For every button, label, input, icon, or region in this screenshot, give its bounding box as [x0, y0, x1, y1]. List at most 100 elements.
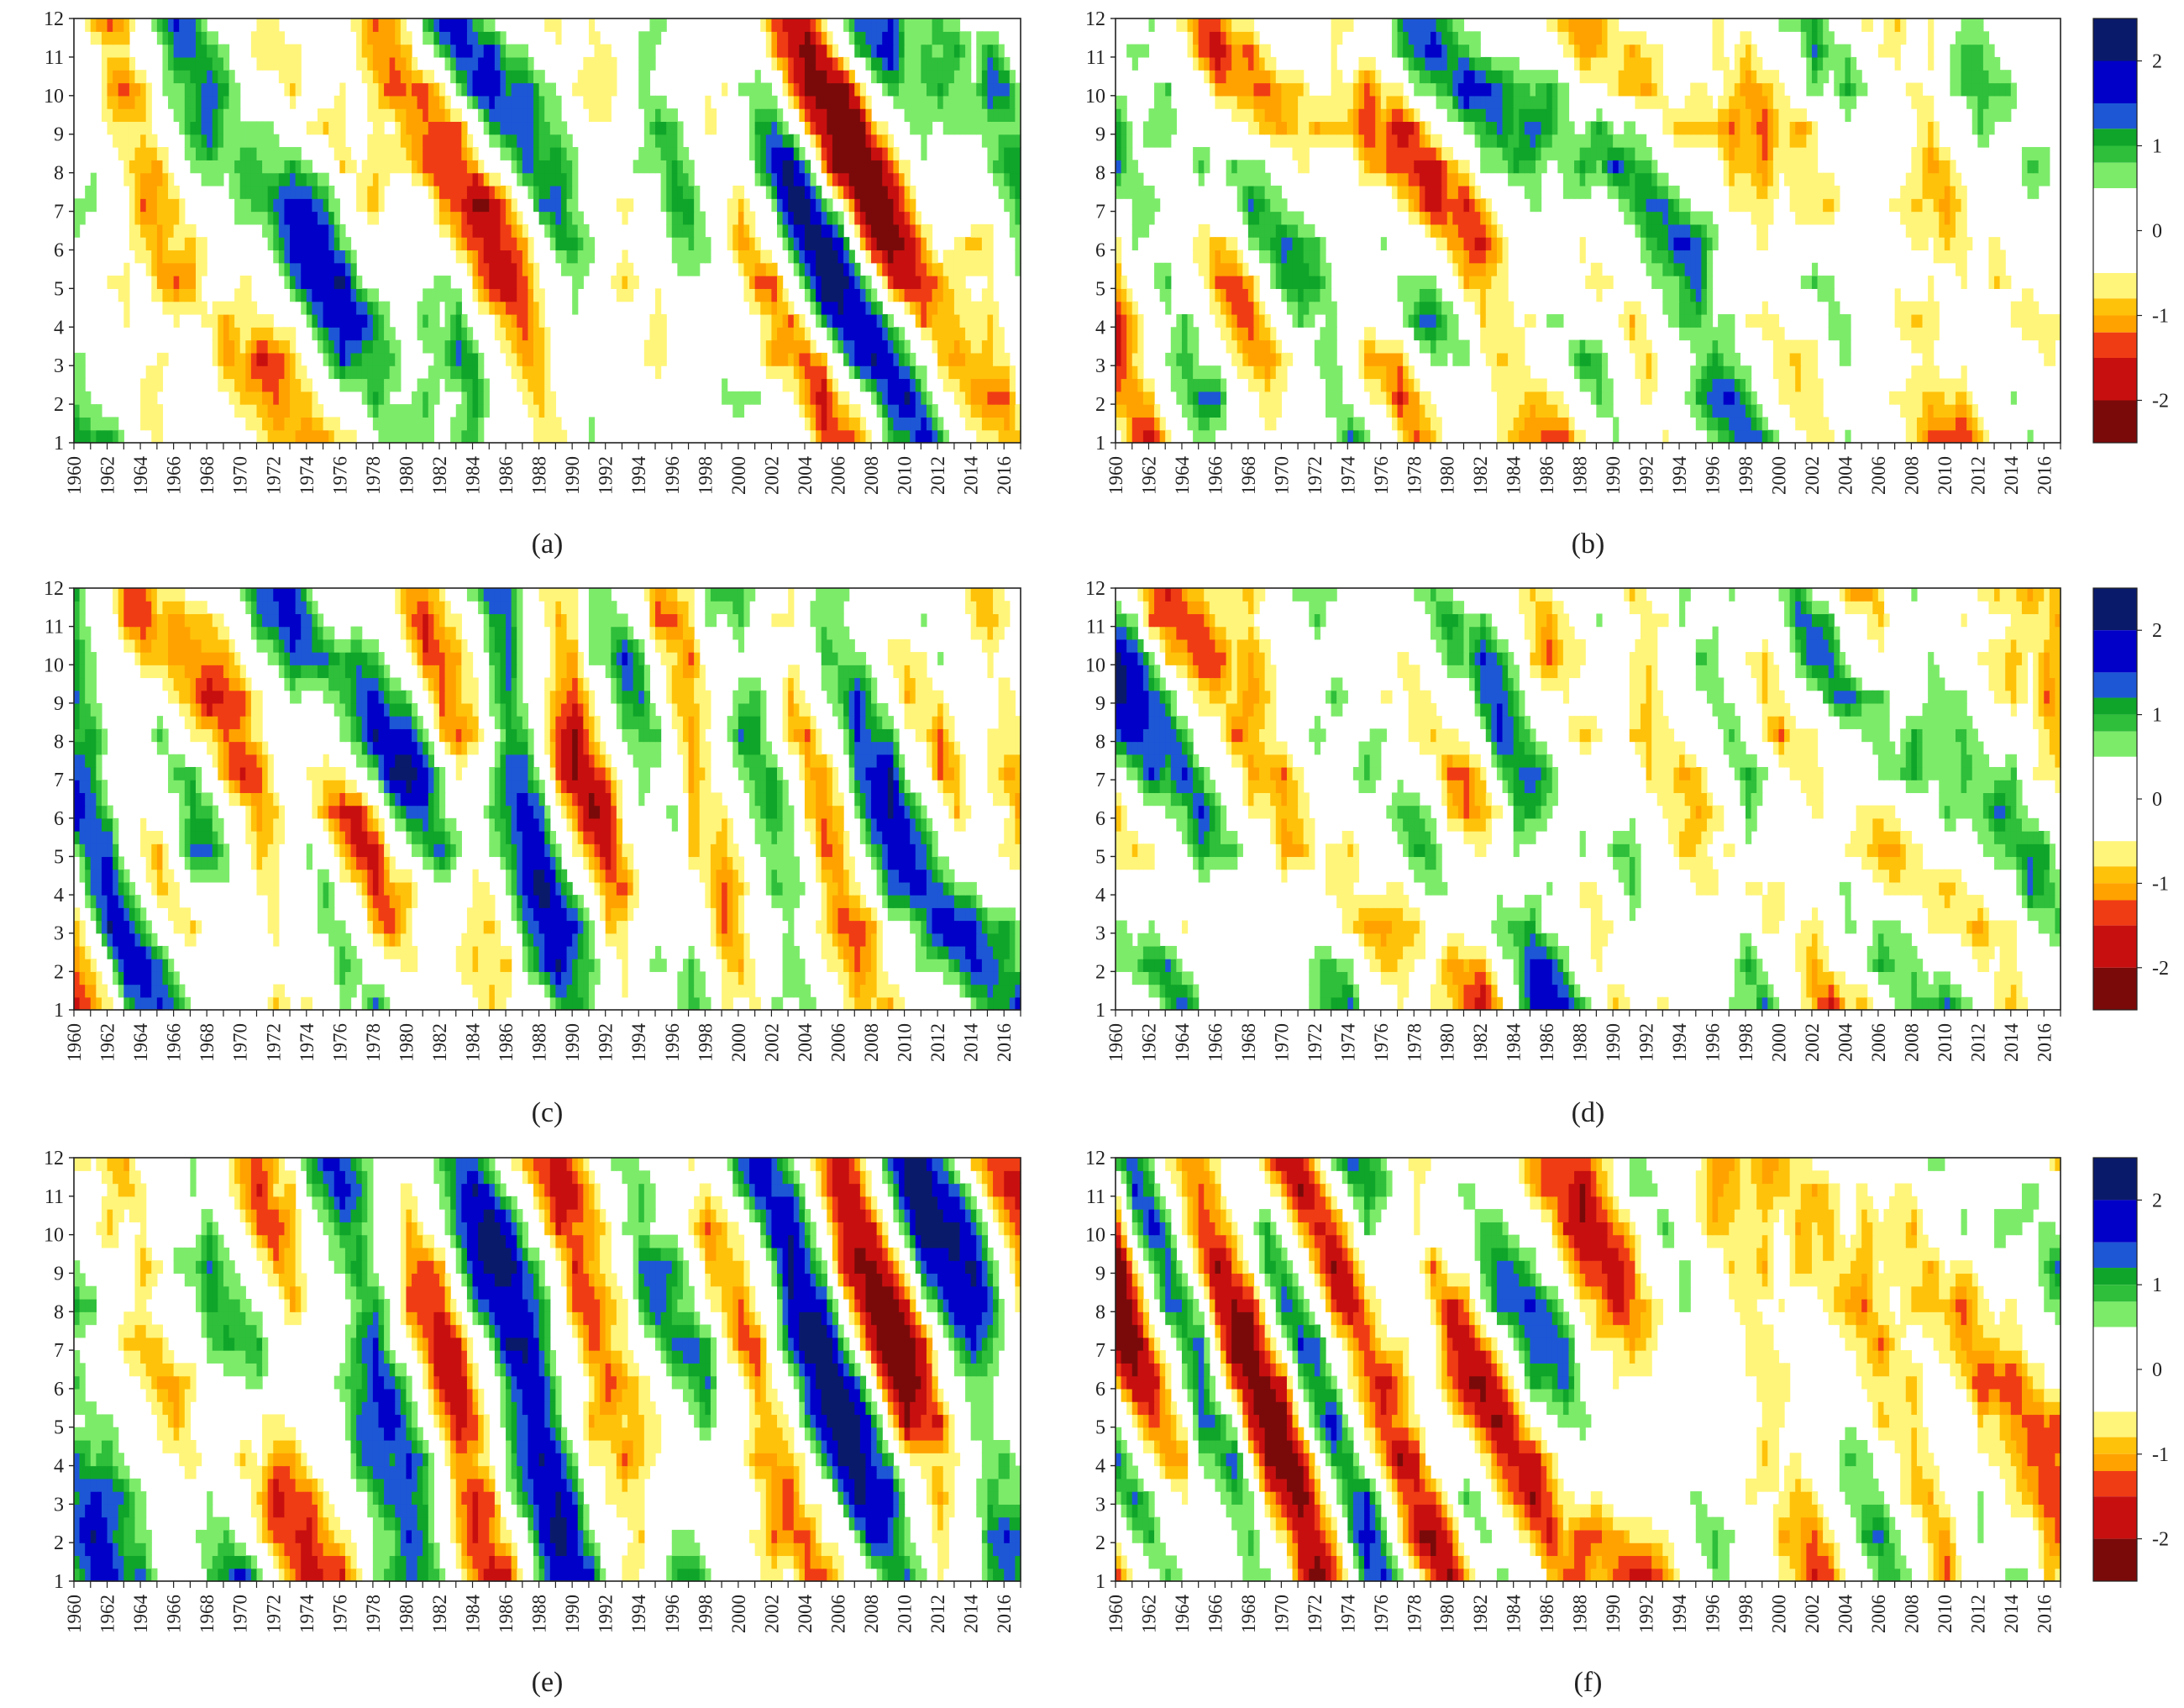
- heatmap-cell: [1226, 172, 1232, 187]
- heatmap-cell: [993, 147, 1000, 160]
- heatmap-cell: [1568, 352, 1575, 366]
- heatmap-cell: [937, 365, 944, 380]
- heatmap-cell: [1641, 313, 1647, 328]
- heatmap-cell: [926, 95, 933, 109]
- heatmap-cell: [1259, 391, 1266, 405]
- heatmap-cell: [1508, 352, 1515, 366]
- heatmap-cell: [854, 185, 861, 199]
- heatmap-cell: [1922, 160, 1929, 174]
- heatmap-cell: [854, 108, 861, 123]
- heatmap-cell: [323, 276, 329, 289]
- heatmap-cell: [649, 56, 656, 71]
- heatmap-cell: [837, 134, 844, 148]
- heatmap-cell: [1403, 160, 1410, 174]
- heatmap-cell: [378, 391, 385, 405]
- heatmap-cell: [942, 18, 949, 32]
- heatmap-cell: [1009, 185, 1016, 199]
- heatmap-cell: [1247, 172, 1255, 187]
- heatmap-cell: [438, 185, 446, 199]
- heatmap-cell: [1706, 262, 1714, 276]
- heatmap-cell: [921, 223, 927, 238]
- heatmap-cell: [1629, 172, 1636, 187]
- heatmap-cell: [1701, 391, 1708, 405]
- heatmap-cell: [1690, 378, 1697, 392]
- heatmap-cell: [1436, 313, 1442, 328]
- heatmap-cell: [1690, 301, 1697, 315]
- heatmap-cell: [832, 223, 839, 238]
- heatmap-cell: [438, 327, 446, 341]
- heatmap-cell: [433, 391, 440, 405]
- heatmap-cell: [395, 134, 402, 148]
- heatmap-cell: [511, 70, 517, 84]
- heatmap-cell: [993, 391, 1000, 405]
- heatmap-cell: [1425, 147, 1431, 160]
- heatmap-cell: [173, 31, 180, 45]
- heatmap-cell: [212, 108, 218, 123]
- heatmap-cell: [655, 301, 662, 315]
- heatmap-cell: [953, 18, 961, 32]
- heatmap-cell: [843, 352, 850, 366]
- heatmap-cell: [356, 378, 363, 392]
- heatmap-cell: [372, 147, 380, 160]
- heatmap-cell: [184, 288, 191, 302]
- heatmap-cell: [1579, 339, 1586, 354]
- heatmap-cell: [987, 313, 994, 328]
- heatmap-cell: [1463, 198, 1470, 213]
- heatmap-cell: [688, 160, 695, 174]
- heatmap-cell: [1436, 223, 1442, 238]
- heatmap-cell: [444, 185, 451, 199]
- heatmap-cell: [528, 172, 534, 187]
- heatmap-cell: [173, 44, 180, 58]
- heatmap-cell: [494, 288, 501, 302]
- heatmap-cell: [821, 160, 827, 174]
- heatmap-cell: [328, 429, 335, 444]
- heatmap-cell: [1004, 56, 1011, 71]
- heatmap-cell: [1441, 172, 1448, 187]
- heatmap-cell: [1536, 378, 1542, 392]
- heatmap-cell: [528, 404, 534, 418]
- heatmap-cell: [1446, 250, 1453, 264]
- heatmap-cell: [1270, 365, 1277, 380]
- heatmap-cell: [1761, 198, 1768, 213]
- heatmap-cell: [1695, 237, 1702, 251]
- heatmap-cell: [472, 276, 479, 289]
- heatmap-cell: [96, 404, 102, 418]
- heatmap-cell: [904, 404, 911, 418]
- heatmap-cell: [1746, 391, 1752, 405]
- heatmap-cell: [1905, 211, 1912, 225]
- heatmap-cell: [156, 288, 164, 302]
- heatmap-cell: [190, 250, 197, 264]
- heatmap-cell: [555, 172, 562, 187]
- heatmap-cell: [583, 250, 590, 264]
- heatmap-cell: [101, 95, 108, 109]
- heatmap-cell: [1508, 172, 1515, 187]
- heatmap-cell: [1729, 172, 1735, 187]
- heatmap-cell: [643, 147, 651, 160]
- heatmap-cell: [915, 301, 921, 315]
- heatmap-cell: [1380, 172, 1387, 187]
- heatmap-cell: [660, 185, 667, 199]
- heatmap-cell: [572, 276, 579, 289]
- heatmap-cell: [899, 185, 906, 199]
- heatmap-cell: [970, 327, 977, 341]
- heatmap-cell: [472, 56, 479, 71]
- heatmap-cell: [1198, 429, 1205, 444]
- heatmap-cell: [749, 301, 756, 315]
- heatmap-cell: [893, 288, 900, 302]
- heatmap-cell: [306, 223, 312, 238]
- heatmap-cell: [600, 82, 606, 97]
- heatmap-cell: [981, 82, 989, 97]
- heatmap-cell: [79, 429, 86, 444]
- heatmap-cell: [887, 82, 895, 97]
- heatmap-cell: [1408, 276, 1415, 289]
- heatmap-cell: [356, 301, 363, 315]
- heatmap-cell: [1950, 391, 1956, 405]
- heatmap-cell: [218, 121, 224, 135]
- heatmap-cell: [333, 121, 340, 135]
- heatmap-cell: [959, 262, 966, 276]
- heatmap-cell: [389, 365, 396, 380]
- heatmap-cell: [633, 160, 639, 174]
- heatmap-cell: [1236, 288, 1243, 302]
- heatmap-cell: [1236, 250, 1243, 264]
- heatmap-cell: [577, 70, 584, 84]
